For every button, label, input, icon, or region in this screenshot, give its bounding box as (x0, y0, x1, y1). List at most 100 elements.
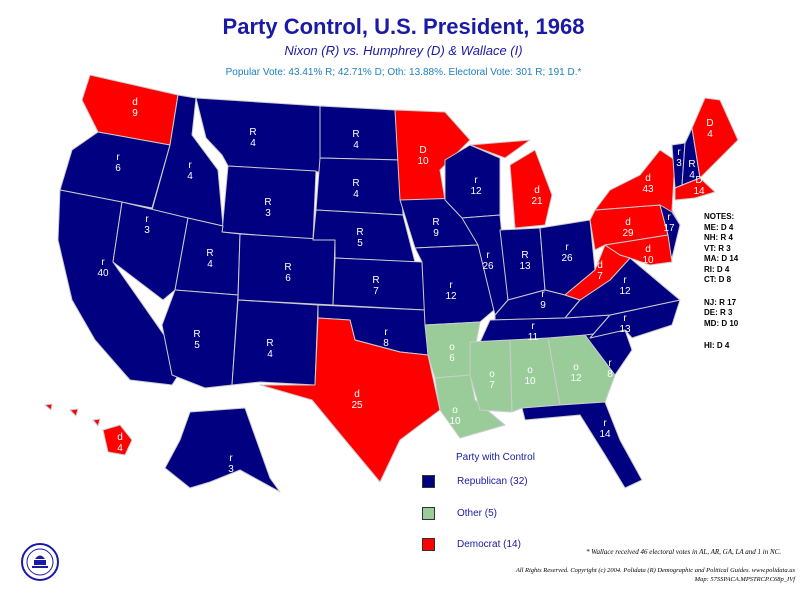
state-label-ev-sc: 8 (607, 369, 613, 380)
legend-label: Democrat (14) (457, 539, 521, 550)
legend-item-republican: Republican (32) (422, 475, 528, 488)
state-label-party-nh: R (688, 159, 695, 170)
state-label-ev-ut: 4 (207, 259, 213, 270)
state-label-party-id: r (188, 160, 192, 171)
state-label-party-ak: r (229, 453, 233, 464)
state-label-ev-il: 26 (482, 261, 494, 272)
state-label-party-tx: d (354, 389, 360, 400)
state-label-party-hi: d (117, 432, 123, 443)
note-line: NJ: R 17 (704, 297, 737, 307)
state-label-party-oh: r (565, 242, 569, 253)
state-ga[interactable] (547, 334, 616, 406)
state-label-ev-mt: 4 (250, 138, 256, 149)
state-label-party-ar: o (449, 342, 455, 353)
note-line: DE: R 3 (704, 308, 733, 317)
state-label-party-mt: R (249, 127, 256, 138)
state-tx[interactable] (259, 317, 441, 483)
state-label-ev-mo: 12 (445, 291, 457, 302)
state-label-party-sc: r (608, 358, 612, 369)
state-label-party-ny: d (645, 173, 651, 184)
notes-title: NOTES: (704, 212, 735, 221)
state-label-ev-sd: 4 (353, 189, 359, 200)
state-mi[interactable] (469, 139, 553, 229)
state-label-party-ky: r (541, 289, 545, 300)
polidata-seal-icon (21, 543, 59, 581)
state-label-ev-ar: 6 (449, 353, 455, 364)
state-label-ev-me: 4 (707, 129, 713, 140)
state-label-party-nv: r (145, 214, 149, 225)
state-label-party-va: r (623, 275, 627, 286)
state-label-party-wy: R (264, 197, 271, 208)
state-label-ev-ia: 9 (433, 228, 439, 239)
state-label-party-az: R (193, 329, 200, 340)
state-id[interactable] (151, 94, 224, 227)
state-mt[interactable] (195, 97, 321, 173)
state-label-ev-ks: 7 (373, 286, 379, 297)
state-label-ev-nh: 4 (689, 170, 695, 181)
state-label-ev-nc: 13 (619, 324, 631, 335)
legend-swatch (422, 507, 435, 520)
state-label-party-ut: R (206, 248, 213, 259)
state-ma[interactable] (674, 177, 716, 201)
state-label-ev-al: 10 (524, 376, 536, 387)
state-label-party-md: d (645, 244, 651, 255)
state-label-party-me: D (706, 118, 713, 129)
state-label-ev-ga: 12 (570, 373, 582, 384)
state-label-ev-va: 12 (619, 286, 631, 297)
state-label-ev-nd: 4 (353, 140, 359, 151)
note-line: RI: D 4 (704, 264, 730, 274)
state-label-ev-ms: 7 (489, 380, 495, 391)
state-label-ev-ky: 9 (540, 300, 546, 311)
state-label-party-co: R (284, 262, 291, 273)
state-label-ev-az: 5 (194, 340, 200, 351)
state-label-party-nm: R (266, 338, 273, 349)
state-ms[interactable] (469, 339, 513, 413)
state-label-ev-pa: 29 (622, 228, 634, 239)
page-title: Party Control, U.S. President, 1968 (222, 14, 585, 39)
state-fl[interactable] (521, 401, 643, 489)
state-label-party-ok: r (384, 327, 388, 338)
state-label-party-ca: r (101, 257, 105, 268)
legend-label: Republican (32) (457, 476, 528, 487)
copyright-line: All Rights Reserved. Copyright (c) 2004.… (515, 567, 795, 574)
state-label-ev-nj: 17 (663, 223, 675, 234)
state-label-ev-mi: 21 (531, 196, 543, 207)
state-label-party-nc: r (623, 313, 627, 324)
state-nv[interactable] (112, 201, 189, 301)
state-label-ev-or: 6 (115, 163, 121, 174)
legend-title: Party with Control (456, 452, 535, 463)
state-md[interactable] (604, 234, 673, 266)
state-wi[interactable] (444, 144, 501, 219)
map-id-line: Map: 57SSPACA.MPSTRCP.C68p_IVf (694, 576, 795, 583)
state-label-ev-fl: 14 (599, 429, 611, 440)
state-label-party-ma: D (695, 175, 702, 186)
legend-swatch (422, 538, 435, 551)
state-label-ev-vt: 3 (676, 158, 682, 169)
state-label-party-la: o (452, 405, 458, 416)
state-ak[interactable] (164, 407, 281, 493)
state-label-party-nj: r (667, 212, 671, 223)
state-label-ev-wa: 9 (132, 108, 138, 119)
state-label-ev-in: 13 (519, 261, 531, 272)
state-nd[interactable] (319, 105, 401, 161)
state-label-party-pa: d (625, 217, 631, 228)
state-label-ev-mn: 10 (417, 156, 429, 167)
state-label-party-ms: o (489, 369, 495, 380)
state-label-ev-wv: 7 (597, 271, 603, 282)
state-label-party-ga: o (573, 362, 579, 373)
state-label-party-ks: R (372, 275, 379, 286)
state-label-party-wa: d (132, 97, 138, 108)
state-nm[interactable] (231, 299, 319, 386)
state-me[interactable] (691, 97, 739, 179)
state-label-party-mo: r (449, 280, 453, 291)
state-label-party-tn: r (531, 321, 535, 332)
state-label-ev-oh: 26 (561, 253, 573, 264)
state-label-ev-ca: 40 (97, 268, 109, 279)
state-label-party-or: r (116, 152, 120, 163)
copyright: All Rights Reserved. Copyright (c) 2004.… (516, 566, 795, 584)
page-subtitle: Nixon (R) vs. Humphrey (D) & Wallace (I) (284, 43, 523, 58)
state-label-ev-tn: 11 (528, 332, 539, 343)
legend-label: Other (5) (457, 508, 498, 519)
state-hi[interactable] (44, 403, 133, 456)
note-line: ME: D 4 (704, 222, 734, 232)
